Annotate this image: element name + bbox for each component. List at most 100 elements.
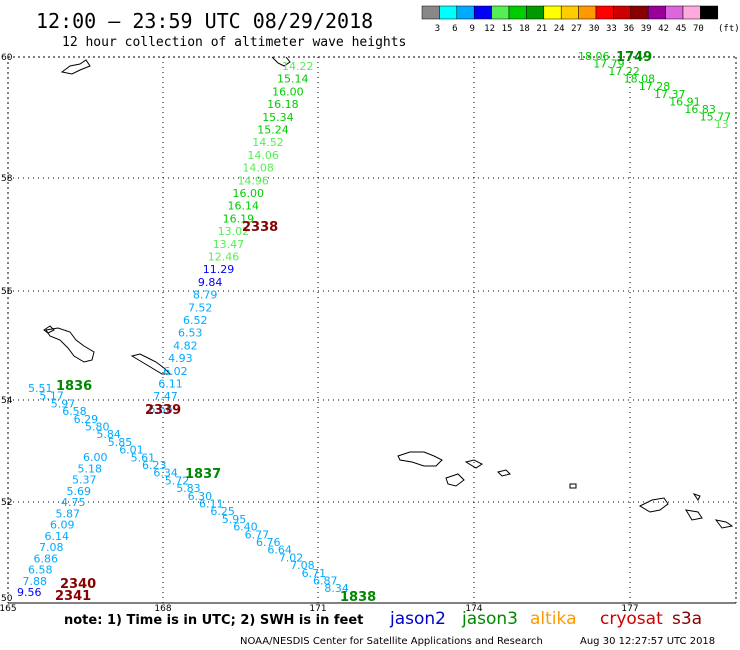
wave-height-value: 6.34 (153, 467, 178, 480)
wave-height-value: 14.22 (282, 60, 314, 73)
longitude-labels: 165 168 171 174 177 (0, 604, 639, 614)
wave-height-value: 6.87 (313, 575, 338, 588)
wave-height-value: 15.14 (277, 73, 309, 86)
pass-time-label: 2338 (242, 220, 278, 235)
wave-height-value: 4.82 (173, 339, 198, 352)
legend-swatch (595, 5, 614, 20)
wave-height-value: 14.06 (247, 149, 279, 162)
legend-swatch (647, 5, 666, 20)
wave-height-value: 16.83 (684, 103, 716, 116)
wave-height-value: 6.71 (302, 567, 327, 580)
wave-height-value: 9.84 (198, 276, 223, 289)
legend-swatch (439, 5, 458, 20)
legend-swatch (508, 5, 527, 20)
coastlines (43, 56, 734, 529)
island-fox-2 (569, 483, 577, 489)
track-d: 6.005.185.375.694.755.876.096.147.086.86… (17, 451, 108, 599)
wave-height-value: 17.28 (639, 80, 671, 93)
wave-height-value: 11.29 (203, 263, 235, 276)
longitude-label: 165 (0, 604, 17, 614)
wave-height-value: 14.52 (252, 136, 283, 149)
island-east-3 (714, 519, 734, 529)
legend-swatch (421, 5, 440, 20)
wave-height-value: 17.37 (654, 88, 686, 101)
wave-height-value: 16.91 (669, 95, 701, 108)
island-pribilof-small (43, 325, 55, 334)
wave-height-value: 17.79 (593, 58, 625, 71)
satellite-name: jason2 (389, 609, 446, 629)
wave-height-value: 5.97 (51, 397, 76, 410)
legend-bin-label: 6 (452, 24, 457, 34)
legend-bin-label: 15 (502, 24, 513, 34)
wave-height-value: 6.01 (119, 444, 144, 457)
legend-swatch (526, 5, 545, 20)
footer-credit: NOAA/NESDIS Center for Satellite Applica… (240, 636, 543, 647)
wave-height-value: 6.56 (148, 403, 173, 416)
wave-height-value: 6.52 (183, 314, 208, 327)
legend-swatch (613, 5, 632, 20)
wave-height-value: 6.86 (34, 552, 59, 565)
wave-height-value: 6.02 (163, 365, 188, 378)
legend-bin-label: 24 (554, 24, 565, 34)
map-graticule (8, 57, 736, 603)
wave-height-value: 6.64 (267, 544, 292, 557)
satellite-name: s3a (672, 609, 702, 629)
wave-height-value: 5.69 (67, 485, 92, 498)
longitude-label: 168 (154, 604, 171, 614)
latitude-label: 60 (1, 53, 13, 63)
wave-height-value: 5.84 (96, 428, 121, 441)
satellite-legend: jason2 jason3 altika cryosat s3a (389, 609, 702, 629)
wave-height-value: 14.96 (237, 174, 269, 187)
wave-height-value: 16.14 (228, 200, 259, 213)
wave-height-value: 5.17 (39, 390, 64, 403)
footer-timestamp: Aug 30 12:27:57 UTC 2018 (580, 636, 715, 647)
wave-height-value: 18.08 (624, 73, 656, 86)
island-east-1 (638, 497, 669, 513)
wave-height-value: 5.87 (56, 507, 81, 520)
longitude-label: 171 (309, 604, 326, 614)
wave-height-value: 6.30 (188, 490, 213, 503)
wave-height-value: 6.40 (233, 521, 258, 534)
legend-bin-label: 12 (484, 24, 495, 34)
wave-height-value: 7.88 (23, 575, 48, 588)
pass-time-label: 2341 (55, 589, 91, 604)
legend-bin-label: 18 (519, 24, 530, 34)
legend-bin-label: 21 (536, 24, 547, 34)
legend-bin-label: 45 (676, 24, 687, 34)
legend-swatch (630, 5, 649, 20)
wave-height-value: 15.77 (700, 110, 732, 123)
island-east-2 (685, 509, 703, 521)
wave-height-value: 5.85 (108, 436, 133, 449)
latitude-label: 50 (1, 594, 13, 604)
wave-height-legend: 3 6 9 12 15 18 21 24 27 30 33 36 39 42 45 70 (421, 5, 719, 34)
island-st-paul (130, 353, 172, 375)
map-title: 12:00 – 23:59 UTC 08/29/2018 (36, 9, 373, 33)
wave-height-value: 16.18 (267, 98, 299, 111)
latitude-label: 56 (1, 287, 13, 297)
legend-swatch (578, 5, 597, 20)
wave-height-value: 6.53 (178, 327, 203, 340)
wave-height-value: 5.72 (165, 474, 190, 487)
wave-height-value: 8.79 (193, 289, 218, 302)
legend-bin-label: 39 (641, 24, 652, 34)
legend-bin-label: 42 (658, 24, 669, 34)
wave-height-value: 13.47 (213, 238, 245, 251)
legend-bin-label: 30 (589, 24, 600, 34)
wave-height-value: 6.11 (158, 378, 183, 391)
footer-note: note: 1) Time is in UTC; 2) SWH is in fe… (64, 613, 363, 628)
wave-height-value: 15.24 (257, 124, 289, 137)
wave-height-value: 7.08 (39, 541, 64, 554)
wave-height-value: 6.29 (74, 413, 99, 426)
longitude-label: 174 (465, 604, 482, 614)
wave-height-value: 9.56 (17, 586, 42, 599)
wave-height-value: 16.19 (223, 212, 255, 225)
coastline-northwest (60, 59, 91, 75)
wave-height-value: 13 (715, 118, 729, 131)
wave-height-value: 6.09 (50, 519, 75, 532)
legend-swatch (560, 5, 579, 20)
legend-unit: (ft) (718, 24, 740, 34)
legend-swatch (665, 5, 684, 20)
legend-swatch (491, 5, 510, 20)
